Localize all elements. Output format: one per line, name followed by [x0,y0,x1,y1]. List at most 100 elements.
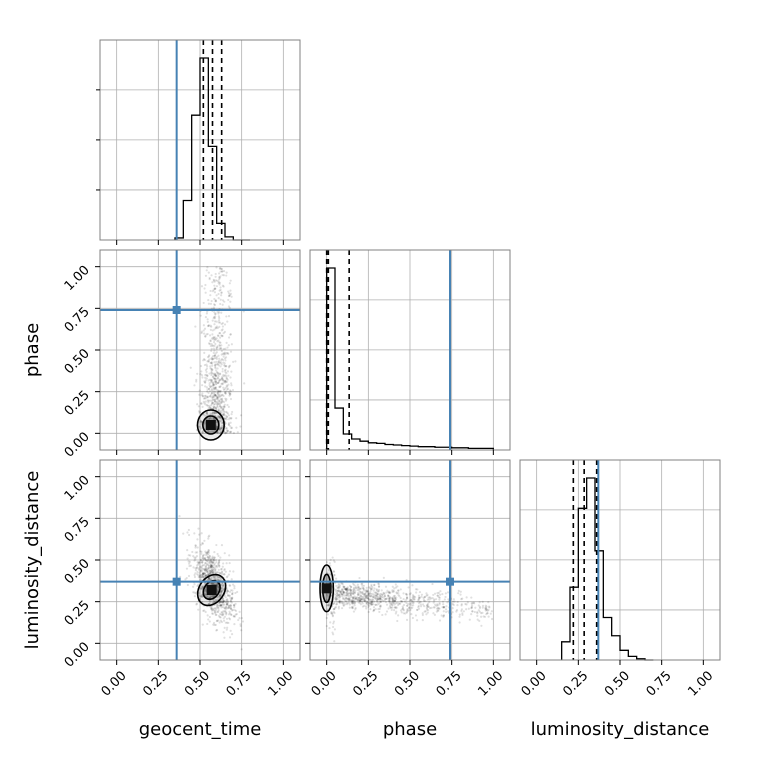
scatter-point [476,610,479,614]
scatter-point [379,594,382,598]
scatter-point [362,588,365,592]
scatter-point [220,344,223,347]
scatter-point [465,608,468,611]
scatter-point [378,598,381,601]
scatter-point [206,412,209,415]
scatter-point [359,600,362,603]
scatter-point [379,601,382,604]
scatter-point [218,283,221,286]
scatter-point [368,593,371,596]
scatter-point [224,356,228,359]
scatter-point [211,358,214,361]
histogram-geocent_time [174,57,250,241]
scatter-point [230,578,233,581]
scatter-point [228,431,232,434]
scatter-point [228,282,231,285]
scatter-point [367,592,370,595]
scatter-point [362,587,365,590]
scatter-point [225,628,228,631]
scatter-point [217,562,220,565]
scatter-point [419,600,422,603]
scatter-point [334,590,337,593]
scatter-point [389,606,392,609]
scatter-point [357,589,360,592]
scatter-point [229,393,232,396]
scatter-point [196,584,199,588]
scatter-point [419,603,423,606]
scatter-point [210,564,213,567]
scatter-point [388,596,391,599]
scatter-point [224,397,227,400]
scatter-point [424,599,427,603]
scatter-point [200,552,203,555]
scatter-point [204,574,208,577]
scatter-point [211,601,214,604]
scatter-point [229,376,232,379]
scatter-point [388,590,391,593]
scatter-point [202,553,206,556]
scatter-point [427,596,430,599]
scatter-point [208,277,211,281]
scatter-point [338,594,341,597]
scatter-point [218,372,222,375]
scatter-point [389,606,393,609]
scatter-point [213,381,216,384]
scatter-point [425,592,428,595]
scatter-point [217,354,220,357]
scatter-point [217,390,221,393]
scatter-point [358,596,361,599]
scatter-point [405,597,409,600]
scatter-point [336,590,339,593]
scatter-point [201,571,204,574]
scatter-point [224,353,227,356]
scatter-point [227,606,230,609]
scatter-point [206,324,210,328]
scatter-point [200,575,203,579]
scatter-point [220,294,223,297]
scatter-point [203,358,206,362]
scatter-point [192,566,195,569]
scatter-point [365,601,368,604]
scatter-point [196,561,199,564]
scatter-point [213,317,217,320]
scatter-point [214,312,217,315]
scatter-point [353,604,356,607]
scatter-point [224,380,227,384]
scatter-point [480,612,483,615]
scatter-point [217,297,220,300]
scatter-point [221,270,224,273]
scatter-point [200,573,203,577]
scatter-point [209,566,212,569]
scatter-point [218,416,221,419]
scatter-point [360,597,363,600]
scatter-point [339,595,342,598]
scatter-point [203,380,206,383]
scatter-point [208,577,211,580]
scatter-point [376,594,379,597]
scatter-point [215,425,219,429]
scatter-point [380,598,384,601]
scatter-point [375,593,379,596]
scatter-point [204,274,208,277]
scatter-point [391,585,394,588]
scatter-point [228,570,232,573]
scatter-point [234,613,237,616]
scatter-point [223,411,226,414]
scatter-point [209,565,213,569]
scatter-point [216,392,220,395]
scatter-point [228,594,231,597]
scatter-point [212,288,215,291]
scatter-point [201,405,204,409]
scatter-point [218,357,221,360]
scatter-point [210,379,213,382]
scatter-point [198,575,202,578]
scatter-point [217,415,221,418]
scatter-point [229,604,232,607]
scatter-point [330,612,333,615]
scatter-point [394,586,398,589]
scatter-point [212,407,215,410]
scatter-point [360,600,364,603]
scatter-point [458,613,461,616]
scatter-point [229,333,232,336]
scatter-point [381,595,384,599]
